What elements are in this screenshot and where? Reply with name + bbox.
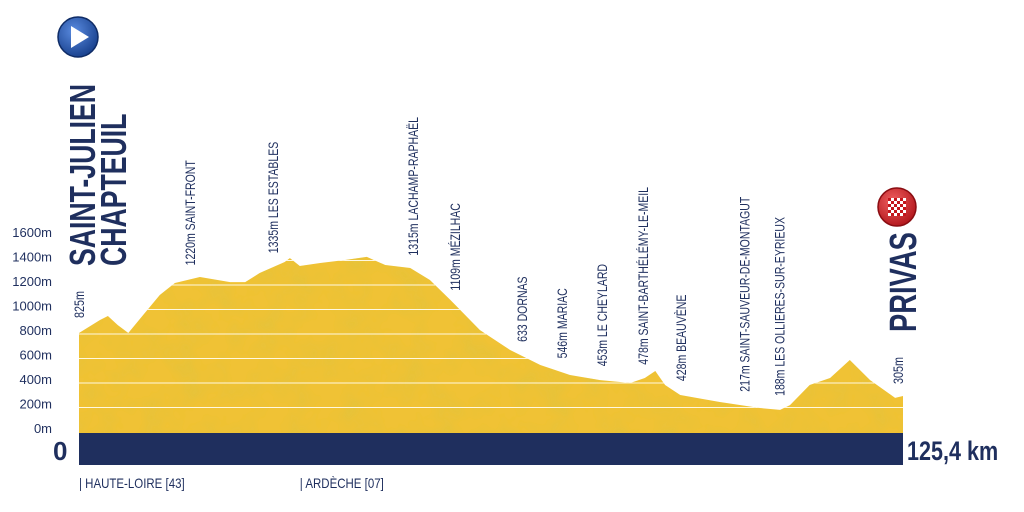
finish-km-label: 125,4 km (907, 437, 998, 467)
waypoint-label: 1315m LACHAMP-RAPHAËL (406, 117, 422, 256)
y-tick-label: 1000m (12, 299, 52, 314)
waypoint-label: 453m LE CHEYLARD (595, 264, 611, 367)
waypoint-label: 217m SAINT-SAUVEUR-DE-MONTAGUT (737, 196, 753, 392)
waypoint-label: 546m MARIAC (555, 288, 571, 358)
checkered-flag-icon (877, 187, 917, 227)
elevation-profile-area (79, 256, 903, 433)
y-tick-label: 400m (19, 372, 52, 387)
start-name-line2: CHAPTEUIL (93, 114, 134, 266)
waypoint-label: 1220m SAINT-FRONT (183, 160, 199, 266)
start-name-line1: SAINT-JULIEN (62, 84, 103, 266)
y-tick-label: 600m (19, 348, 52, 363)
finish-elevation: 305m (891, 357, 906, 384)
start-icon (57, 16, 99, 58)
y-tick-label: 800m (19, 323, 52, 338)
waypoint-label: 1109m MÉZILHAC (447, 203, 464, 291)
y-tick-label: 1400m (12, 250, 52, 265)
waypoint-label: 1335m LES ESTABLES (266, 142, 282, 253)
distance-base-bar (79, 433, 903, 465)
start-km-label: 0 (53, 436, 67, 466)
waypoint-label: 188m LES OLLIERES-SUR-EYRIEUX (772, 217, 788, 396)
finish-name: PRIVAS (883, 232, 925, 332)
department-label: | HAUTE-LOIRE [43] (79, 475, 185, 491)
y-tick-label: 200m (19, 397, 52, 412)
waypoint-label: 478m SAINT-BARTHÉLÉMY-LE-MEIL (634, 187, 651, 365)
y-tick-label: 0m (34, 421, 52, 436)
waypoint-label: 633 DORNAS (515, 276, 531, 341)
y-tick-label: 1200m (12, 274, 52, 289)
waypoint-label: 428m BEAUVÈNE (673, 295, 690, 382)
department-label: | ARDÈCHE [07] (300, 475, 384, 491)
start-elevation: 825m (72, 291, 87, 318)
y-tick-label: 1600m (12, 225, 52, 240)
